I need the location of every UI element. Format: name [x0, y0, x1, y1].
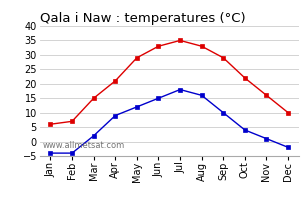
- Text: www.allmetsat.com: www.allmetsat.com: [42, 140, 124, 150]
- Text: Qala i Naw : temperatures (°C): Qala i Naw : temperatures (°C): [40, 12, 245, 25]
